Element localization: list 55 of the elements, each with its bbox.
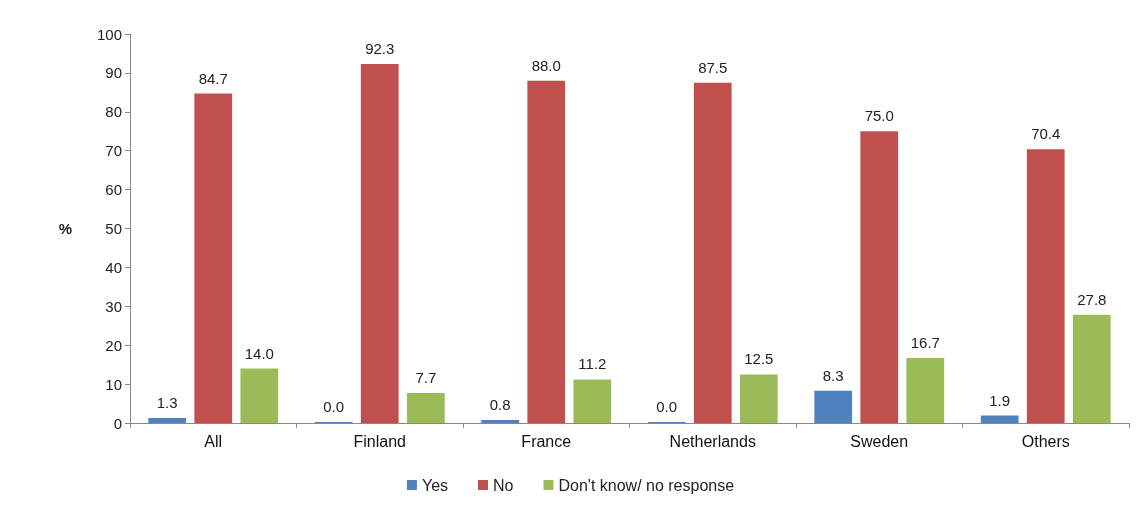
bar [906, 358, 945, 423]
data-label: 7.7 [415, 369, 437, 387]
y-axis-title: % [58, 220, 72, 237]
legend-label: Yes [421, 476, 449, 494]
bar [573, 379, 612, 423]
y-tick-label: 80 [105, 103, 122, 121]
data-label: 0.0 [656, 398, 678, 415]
bar [194, 93, 233, 423]
data-label: 1.3 [156, 393, 178, 411]
bar [860, 131, 899, 423]
y-tick-label: 70 [105, 142, 122, 160]
bar [739, 374, 778, 423]
x-tick-label: France [521, 432, 572, 450]
y-tick-label: 10 [105, 375, 122, 393]
data-label: 75.0 [864, 107, 894, 125]
bar [481, 419, 520, 423]
data-label: 0.0 [323, 398, 345, 415]
y-tick-label: 40 [105, 258, 122, 276]
bar [240, 368, 279, 423]
y-tick-label: 60 [105, 181, 122, 199]
bar [406, 393, 445, 423]
y-tick-label: 0 [113, 414, 122, 432]
x-tick-label: Others [1021, 432, 1070, 450]
bar [148, 417, 187, 423]
bar [693, 82, 732, 423]
data-label: 27.8 [1077, 290, 1107, 308]
y-tick-label: 30 [105, 297, 122, 315]
data-label: 84.7 [198, 69, 228, 87]
data-label: 16.7 [910, 334, 940, 352]
data-label: 87.5 [698, 58, 728, 76]
data-label: 8.3 [822, 366, 844, 384]
x-tick-label: Finland [353, 432, 406, 450]
bar [1026, 149, 1065, 423]
data-label: 12.5 [744, 350, 774, 368]
data-label: 0.8 [489, 395, 511, 413]
y-tick-label: 100 [96, 25, 122, 43]
bar [1072, 314, 1111, 423]
bar [527, 80, 566, 423]
legend-label: No [493, 476, 514, 494]
x-tick-label: Sweden [850, 432, 909, 450]
data-label: 1.9 [989, 391, 1011, 409]
data-label: 92.3 [365, 39, 395, 57]
bar [814, 390, 853, 423]
x-tick-label: Netherlands [669, 432, 756, 450]
data-label: 70.4 [1031, 125, 1061, 143]
bar [980, 415, 1019, 423]
data-label: 14.0 [244, 344, 274, 362]
legend-label: Don't know/ no response [558, 476, 735, 494]
bar [360, 63, 399, 423]
x-tick-label: All [204, 432, 223, 450]
y-tick-label: 20 [105, 336, 122, 354]
y-tick-label: 90 [105, 64, 122, 82]
data-label: 88.0 [531, 56, 561, 74]
y-tick-label: 50 [105, 220, 122, 237]
data-label: 11.2 [578, 355, 607, 373]
